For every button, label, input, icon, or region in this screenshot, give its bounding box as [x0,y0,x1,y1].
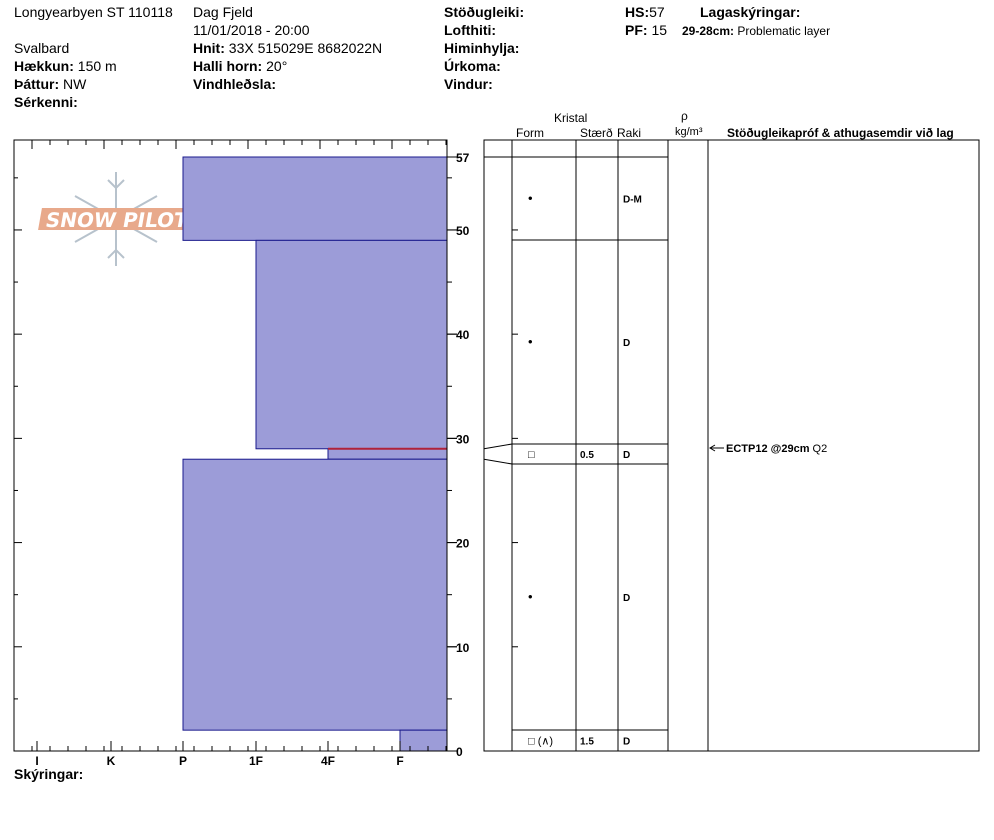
region-name: Svalbard [14,40,70,56]
density-symbol: ρ [681,109,688,123]
table-frame [483,139,980,752]
elevation-row: Hækkun: 150 m [14,58,117,74]
layer-note-text: Problematic layer [737,24,831,38]
depth-tick-label: 10 [456,641,470,655]
precip-label: Úrkoma: [444,58,501,74]
wind-loading-label: Vindhleðsla: [193,76,276,92]
hardness-tick-label: P [179,754,187,768]
slope-value: 20° [266,58,288,74]
pf-row: PF: 15 [625,22,667,38]
hardness-bar [327,448,448,460]
layer-size: 1.5 [580,737,594,748]
stability-label: Stöðugleiki: [444,4,525,20]
stability-tests-header: Stöðugleikapróf & athugasemdir við lag [727,126,954,140]
layer-note-range: 29-28cm: [682,24,735,38]
aspect-row: Þáttur: NW [14,76,86,92]
hardness-bar [182,458,448,731]
wind-label: Vindur: [444,76,493,92]
hardness-bar [182,156,448,241]
observer-name: Dag Fjeld [193,4,253,20]
hardness-tick-label: F [396,754,403,768]
pf-label: PF: [625,22,648,38]
crystal-header: Kristal [554,111,588,125]
density-unit: kg/m³ [675,126,703,138]
aspect-value: NW [63,76,87,92]
legend-label: Skýringar: [14,766,84,782]
elevation-label: Hækkun: [14,58,74,74]
coords-label: Hnit: [193,40,225,56]
layer-form: • [528,334,533,349]
layer-note: 29-28cm: Problematic layer [682,23,830,39]
stability-test-result: ECTP12 @29cm Q2 [726,443,827,455]
pf-value: 15 [651,22,668,38]
hardness-profile: 0 10 20 30 40 50 57 I K P 1F 4F F [13,139,470,768]
hardness-tick-label: 1F [249,754,263,768]
hardness-tick-label: I [35,754,38,768]
hardness-bar [399,729,448,752]
air-temp-label: Lofthiti: [444,22,497,38]
layer-moisture: D-M [623,195,642,206]
slope-row: Halli horn: 20° [193,58,287,74]
hardness-tick-label: K [107,754,116,768]
features-label: Sérkenni: [14,94,78,110]
depth-tick-label: 40 [456,328,470,342]
hardness-tick-label: 4F [321,754,335,768]
hs-row: HS:57 [625,4,665,20]
layer-moisture: D [623,737,630,748]
depth-connector [483,443,513,450]
layer-form: • [528,589,533,604]
layer-size: 0.5 [580,450,594,461]
depth-tick-label: 0 [456,745,463,759]
form-header: Form [516,126,544,140]
aspect-label: Þáttur: [14,76,60,92]
stability-arrowhead [709,444,716,452]
depth-connector [483,458,513,465]
stability-test-quality: Q2 [813,443,828,455]
layer-form: • [528,191,533,206]
depth-tick-label: 20 [456,537,470,551]
hs-value: 57 [649,4,665,20]
sky-label: Himinhylja: [444,40,520,56]
hs-label: HS: [625,4,650,20]
size-header: Stærð [580,126,613,140]
layer-moisture: D [623,593,630,604]
snow-pilot-logo: SNOW PILOT [38,168,198,270]
hardness-bar [255,239,448,450]
layer-table: • D-M • D □ 0.5 D • D □ (∧) 1.5 D ECTP12 @29cm Q2 [483,139,980,752]
coords-value: 33X 515029E 8682022N [228,40,383,56]
elevation-value: 150 m [77,58,117,74]
coords-row: Hnit: 33X 515029E 8682022N [193,40,382,56]
layer-form: □ [528,449,535,461]
depth-tick-label: 30 [456,432,470,446]
site-name: Longyearbyen ST 110118 [14,4,173,20]
depth-tick-label: 57 [456,151,470,165]
stability-test-code: ECTP12 @29cm [726,443,813,455]
layer-form: □ (∧) [528,736,553,748]
layer-moisture: D [623,450,630,461]
layer-notes-label: Lagaskýringar: [700,4,801,20]
moisture-header: Raki [617,126,642,140]
depth-tick-label: 50 [456,224,470,238]
layer-moisture: D [623,338,630,349]
slope-label: Halli horn: [193,58,263,74]
observation-datetime: 11/01/2018 - 20:00 [193,22,310,38]
